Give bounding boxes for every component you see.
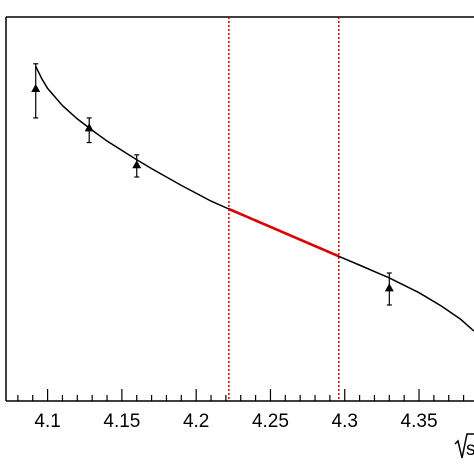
fit-line [35,65,474,332]
sqrt-sign [454,433,474,459]
highlight-segment [228,207,340,258]
data-points [31,63,394,306]
fit-curves [35,65,474,332]
triangle-marker [84,123,94,132]
data-point-1 [84,117,94,144]
triangle-marker [132,160,142,169]
x-tick-label: 4.2 [183,411,209,432]
triangle-marker [384,283,394,292]
x-tick-label: 4.35 [401,411,438,432]
x-axis-title: s [454,433,474,460]
x-tick-label: 4.1 [34,411,60,432]
x-axis-label: s [466,439,474,460]
data-point-3 [384,272,394,306]
data-point-2 [132,154,142,178]
triangle-marker [31,83,41,92]
x-tick-label: 4.3 [332,411,358,432]
x-tick-label: 4.25 [252,411,289,432]
vertical-lines [228,17,340,401]
x-tick-label: 4.15 [103,411,140,432]
data-point-0 [31,63,41,119]
x-ticks: 4.1 4.15 4.2 4.25 4.3 4.35 [17,389,465,432]
